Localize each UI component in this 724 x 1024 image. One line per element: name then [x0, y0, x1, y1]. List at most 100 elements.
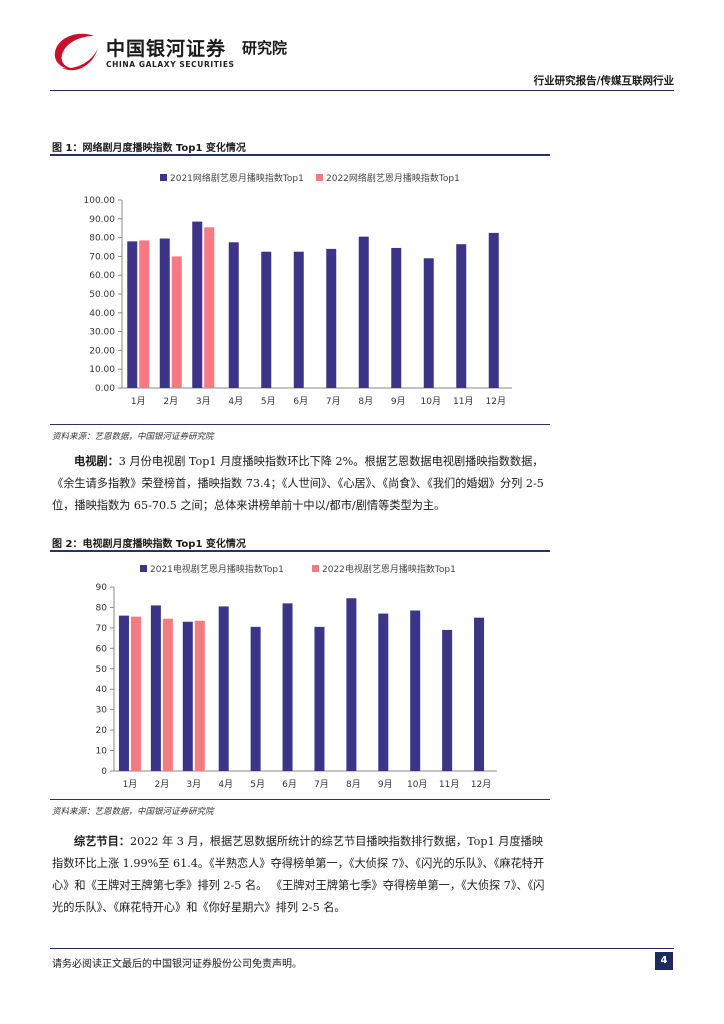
- y-tick-label: 70.00: [89, 252, 115, 262]
- figure2-top-rule: [50, 550, 550, 552]
- bar: [250, 626, 261, 771]
- x-tick-label: 7月: [326, 396, 341, 407]
- y-tick-label: 90.00: [89, 215, 115, 225]
- legend-swatch: [140, 565, 147, 572]
- legend-label: 2021网络剧艺恩月播映指数Top1: [170, 172, 304, 184]
- figure2-title: 图 2：电视剧月度播映指数 Top1 变化情况: [52, 539, 246, 550]
- y-tick-label: 20: [96, 726, 108, 736]
- y-tick-label: 50.00: [89, 290, 115, 300]
- figure2-source: 资料来源：艺恩数据，中国银河证券研究院: [52, 807, 214, 817]
- bar: [346, 598, 357, 771]
- y-tick-label: 60: [96, 644, 108, 654]
- legend-swatch: [312, 565, 319, 572]
- x-tick-label: 9月: [391, 396, 406, 407]
- x-tick-label: 10月: [421, 396, 441, 407]
- x-tick-label: 5月: [250, 779, 265, 790]
- x-tick-label: 2月: [163, 396, 178, 407]
- variety-text: 2022 年 3 月，根据艺恩数据所统计的综艺节目播映指数排行数据，Top1 月…: [52, 835, 545, 914]
- x-tick-label: 8月: [358, 396, 373, 407]
- figure2-bottom-rule: [50, 799, 550, 800]
- bar: [282, 603, 293, 771]
- y-tick-label: 0.00: [95, 384, 115, 394]
- variety-paragraph: 综艺节目：2022 年 3 月，根据艺恩数据所统计的综艺节目播映指数排行数据，T…: [52, 830, 552, 919]
- x-tick-label: 4月: [218, 779, 233, 790]
- x-tick-label: 1月: [123, 779, 138, 790]
- bar: [293, 251, 304, 388]
- bar: [130, 616, 141, 771]
- galaxy-logo-icon: [54, 33, 98, 71]
- bar: [194, 620, 205, 771]
- page-number: 4: [655, 952, 673, 970]
- logo-english-name: CHINA GALAXY SECURITIES: [106, 60, 235, 69]
- bar: [139, 240, 150, 388]
- y-tick-label: 10: [96, 747, 108, 757]
- y-tick-label: 30.00: [89, 328, 115, 338]
- figure1-chart: 2021网络剧艺恩月播映指数Top1 2022网络剧艺恩月播映指数Top1 0.00…: [84, 172, 512, 407]
- company-logo: 中国银河证券 研究院 CHINA GALAXY SECURITIES: [50, 28, 300, 76]
- x-tick-label: 2月: [155, 779, 170, 790]
- figure1-title: 图 1：网络剧月度播映指数 Top1 变化情况: [52, 143, 246, 154]
- logo-institute: 研究院: [242, 39, 288, 57]
- legend-label: 2021电视剧艺恩月播映指数Top1: [150, 563, 284, 575]
- x-tick-label: 4月: [228, 396, 243, 407]
- legend-label: 2022网络剧艺恩月播映指数Top1: [326, 172, 460, 184]
- bar: [261, 251, 272, 388]
- bar: [474, 617, 485, 771]
- bar: [150, 605, 161, 771]
- bar: [314, 626, 325, 771]
- x-tick-label: 9月: [378, 779, 393, 790]
- y-tick-label: 40.00: [89, 309, 115, 319]
- x-tick-label: 1月: [131, 396, 146, 407]
- bar: [326, 248, 337, 388]
- bar: [228, 242, 239, 388]
- tv-drama-lead: 电视剧：: [74, 454, 119, 468]
- figure1-top-rule: [50, 154, 550, 156]
- variety-lead: 综艺节目：: [74, 834, 130, 848]
- figure1-bottom-rule: [50, 424, 550, 425]
- y-tick-label: 90: [96, 583, 108, 593]
- x-tick-label: 10月: [407, 779, 427, 790]
- bar: [162, 618, 173, 771]
- y-tick-label: 10.00: [89, 365, 115, 375]
- bar: [442, 629, 453, 771]
- x-tick-label: 6月: [282, 779, 297, 790]
- figure2-chart: 2021电视剧艺恩月播映指数Top1 2022电视剧艺恩月播映指数Top1 0 10 2…: [96, 563, 497, 790]
- y-tick-label: 70: [96, 624, 108, 634]
- y-tick-label: 30: [96, 706, 108, 716]
- bar: [127, 241, 138, 388]
- footer-disclaimer: 请务必阅读正文最后的中国银河证券股份公司免责声明。: [52, 959, 302, 970]
- x-tick-label: 3月: [196, 396, 211, 407]
- bar: [378, 613, 389, 771]
- y-tick-label: 50: [96, 665, 108, 675]
- bar: [218, 606, 229, 771]
- bar: [358, 236, 369, 388]
- bar: [391, 247, 402, 388]
- x-tick-label: 11月: [453, 396, 473, 407]
- y-tick-label: 80: [96, 603, 108, 613]
- y-tick-label: 40: [96, 685, 108, 695]
- y-tick-label: 100.00: [84, 196, 116, 206]
- x-tick-label: 5月: [261, 396, 276, 407]
- bar: [488, 232, 499, 388]
- y-tick-label: 80.00: [89, 234, 115, 244]
- bar: [456, 244, 467, 388]
- x-tick-label: 8月: [346, 779, 361, 790]
- report-type: 行业研究报告/传媒互联网行业: [533, 75, 674, 87]
- bar: [159, 238, 170, 388]
- bar: [182, 621, 193, 771]
- footer-divider: [50, 948, 674, 949]
- bar: [423, 258, 434, 388]
- x-tick-label: 12月: [471, 779, 491, 790]
- tv-drama-text: 3 月份电视剧 Top1 月度播映指数环比下降 2%。根据艺恩数据电视剧播映指数…: [52, 455, 544, 512]
- legend-swatch: [316, 174, 323, 181]
- bar: [171, 256, 182, 388]
- tv-drama-paragraph: 电视剧：3 月份电视剧 Top1 月度播映指数环比下降 2%。根据艺恩数据电视剧…: [52, 450, 552, 517]
- y-tick-label: 20.00: [89, 346, 115, 356]
- bar: [118, 615, 129, 771]
- y-tick-label: 60.00: [89, 271, 115, 281]
- bar: [410, 610, 421, 771]
- legend-label: 2022电视剧艺恩月播映指数Top1: [322, 563, 456, 575]
- bar: [192, 221, 203, 388]
- logo-chinese-name: 中国银河证券: [106, 38, 227, 60]
- legend-swatch: [160, 174, 167, 181]
